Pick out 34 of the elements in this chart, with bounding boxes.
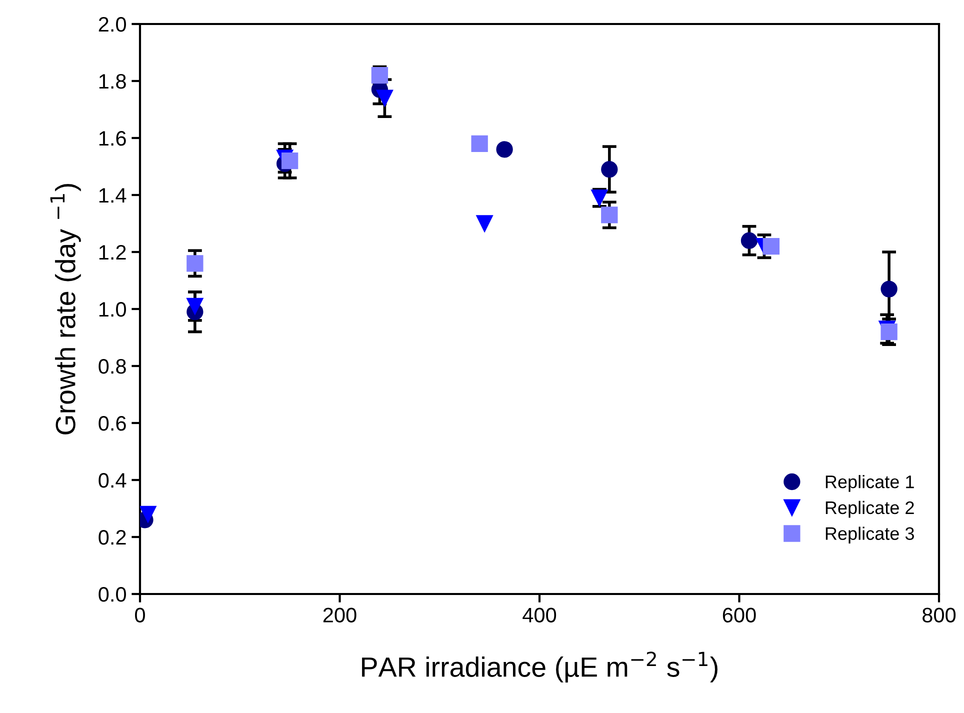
point xyxy=(476,215,493,232)
x-tick-label: 0 xyxy=(135,608,145,622)
x-axis-title: PAR irradiance (µE m$^{−2}$ s$^{−1}$) xyxy=(362,652,718,682)
legend-label: Replicate 3 xyxy=(826,526,914,544)
y-tick-label: 1.6 xyxy=(99,131,126,146)
point xyxy=(186,255,204,272)
point xyxy=(880,323,898,340)
point xyxy=(496,141,513,158)
y-tick-label: 0.8 xyxy=(98,359,126,374)
y-tick-label: 1.0 xyxy=(99,302,126,317)
legend-label: Replicate 1 xyxy=(826,475,914,492)
point xyxy=(186,298,204,314)
y-tick-label: 1.8 xyxy=(99,74,126,89)
y-tick-label: 0.0 xyxy=(98,587,126,602)
y-tick-label: 1.4 xyxy=(99,188,126,203)
point xyxy=(740,232,758,249)
y-axis-title: Growth rate (day $^{−1}$) xyxy=(50,184,81,434)
y-tick-label: 0.6 xyxy=(98,416,126,431)
x-tick-label: 400 xyxy=(522,608,556,622)
y-tick-label: 0.4 xyxy=(98,473,126,488)
point xyxy=(601,206,618,224)
y-tick-label: 1.2 xyxy=(99,245,126,260)
x-tick-label: 200 xyxy=(323,608,356,622)
y-tick-label: 0.2 xyxy=(98,530,126,545)
x-tick-label: 600 xyxy=(722,608,756,622)
point xyxy=(376,90,394,106)
point xyxy=(601,161,618,178)
x-tick-label: 800 xyxy=(922,608,956,622)
point xyxy=(471,135,488,152)
y-tick-label: 2.0 xyxy=(98,17,126,32)
point xyxy=(281,152,298,170)
legend-label: Replicate 2 xyxy=(826,500,914,518)
point xyxy=(880,280,898,298)
point xyxy=(140,506,156,523)
